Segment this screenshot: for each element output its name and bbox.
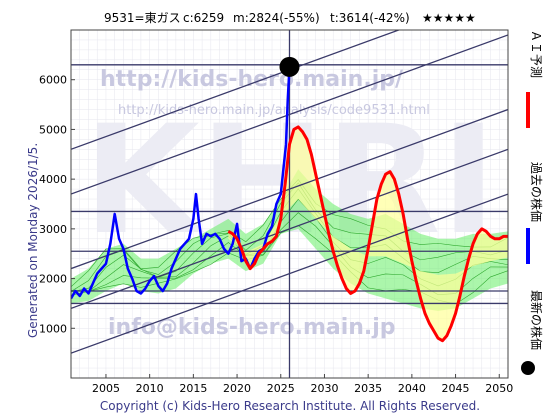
ai-forecast-line [227, 125, 508, 343]
x-tick-label: 2035 [354, 382, 382, 395]
x-tick-label: 2045 [442, 382, 470, 395]
header-rating-stars: ★★★★★ [422, 11, 476, 25]
forecast-fill [228, 126, 508, 341]
generated-date-label: Generated on Monday 2026/1/5. [26, 143, 40, 338]
band-area [71, 169, 508, 311]
y-tick-label: 2000 [39, 273, 67, 286]
header-target-price: t:3614(-42%) [330, 11, 410, 25]
legend-label-latest-price: 最新の株価 [529, 290, 544, 350]
latest-price-dot [279, 56, 300, 77]
y-tick-label: 4000 [39, 173, 67, 186]
latest-marker [279, 56, 300, 77]
x-tick-label: 2040 [398, 382, 426, 395]
x-tick-label: 2020 [223, 382, 251, 395]
legend-label-ai-forecast: ＡＩ予測 [529, 30, 543, 78]
header-current-price: c:6259 [183, 11, 224, 25]
header-code-name: 9531=東ガス [104, 11, 181, 25]
watermark-email: info@kids-hero.main.jp [108, 315, 396, 340]
x-tick-label: 2010 [136, 382, 164, 395]
plot-border [70, 29, 509, 379]
x-tick-label: 2005 [92, 382, 120, 395]
y-tick-label: 1000 [39, 322, 67, 335]
y-tick-label: 3000 [39, 223, 67, 236]
legend-label-past-price: 過去の株価 [529, 162, 544, 222]
x-tick-label: 2030 [310, 382, 338, 395]
x-tick-label: 2015 [179, 382, 207, 395]
header-mean-price: m:2824(-55%) [233, 11, 320, 25]
copyright-footer: Copyright (c) Kids-Hero Research Institu… [100, 399, 480, 413]
watermark-url: http://kids-hero.main.jp/ [100, 67, 404, 92]
y-tick-label: 5000 [39, 123, 67, 136]
series-lines [71, 66, 508, 343]
x-tick-label: 2025 [267, 382, 295, 395]
axes: 2005 2010 2015 2020 2025 2030 2035 2040 2045 2050… [39, 74, 513, 395]
legend-swatch-latest-price [521, 361, 535, 375]
watermark-analysis-url: http://kids-hero.main.jp/analysis/code95… [118, 103, 430, 118]
x-tick-label: 2050 [485, 382, 513, 395]
y-tick-label: 6000 [39, 74, 67, 87]
